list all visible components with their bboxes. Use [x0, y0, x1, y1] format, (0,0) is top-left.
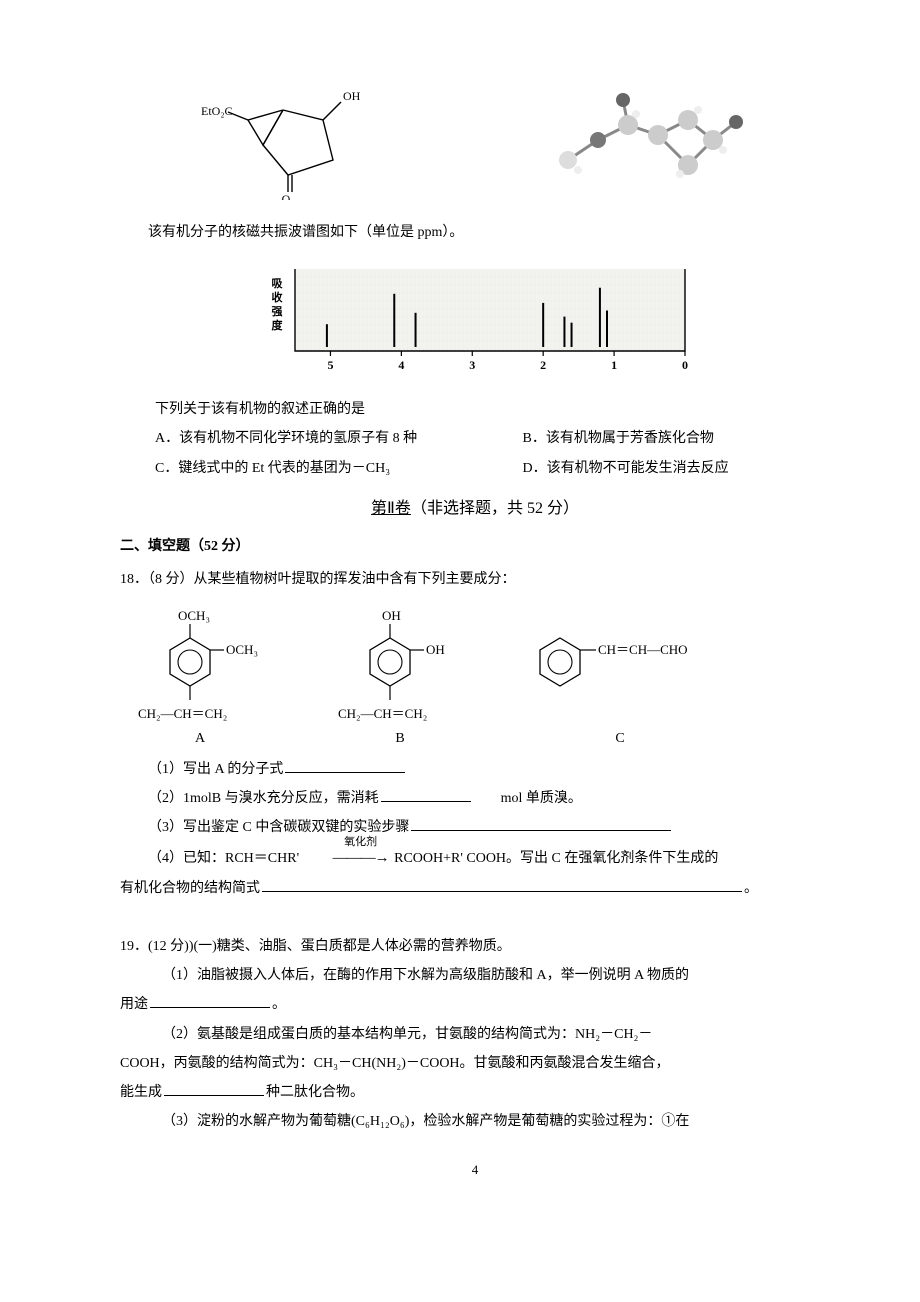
q18-stem: 18．（8 分）从某些植物树叶提取的挥发油中含有下列主要成分：: [120, 567, 830, 592]
structure-b: OH OH CH₂—CH＝CH₂ B: [320, 606, 480, 751]
svg-text:2: 2: [540, 358, 546, 372]
svg-text:4: 4: [398, 358, 404, 372]
structure-c: CH＝CH—CHO C: [520, 606, 720, 751]
structure-a: OCH₃ OCH₃ CH₂—CH＝CH₂ A: [120, 606, 280, 751]
label-oh: OH: [343, 89, 361, 103]
svg-text:1: 1: [611, 358, 617, 372]
option-d: D．该有机物不可能发生消去反应: [523, 456, 831, 481]
option-a: A．该有机物不同化学环境的氢原子有 8 种: [155, 426, 463, 451]
svg-text:OH: OH: [426, 642, 445, 657]
svg-text:收: 收: [272, 290, 283, 304]
svg-text:OCH₃: OCH₃: [178, 608, 210, 623]
q-stem: 下列关于该有机物的叙述正确的是: [120, 397, 830, 422]
q19-p2c: 能生成 种二肽化合物。: [120, 1080, 830, 1105]
q19-p1a: （1）油脂被摄入人体后，在酶的作用下水解为高级脂肪酸和 A，举一例说明 A 物质…: [120, 963, 830, 988]
label-b: B: [395, 726, 404, 751]
q18-num: 18．: [120, 572, 148, 587]
q18-p4b: 有机化合物的结构简式 。: [120, 876, 830, 901]
part2-title-rest: （非选择题，共 52 分）: [411, 500, 579, 517]
reaction-arrow: 氧化剂 ———→: [305, 845, 389, 872]
nmr-caption: 该有机分子的核磁共振波谱图如下（单位是 ppm）。: [120, 220, 830, 245]
svg-text:CH₂—CH＝CH₂: CH₂—CH＝CH₂: [138, 706, 227, 721]
top-figure-row: EtO₂C OH O: [120, 70, 830, 200]
section2-heading: 二、填空题（52 分）: [120, 534, 830, 559]
q18-p3: （3）写出鉴定 C 中含碳碳双键的实验步骤: [120, 815, 830, 840]
option-row-2: C．键线式中的 Et 代表的基团为－CH₃ D．该有机物不可能发生消去反应: [120, 456, 830, 481]
svg-text:5: 5: [327, 358, 333, 372]
part2-title-underlined: 第Ⅱ卷: [371, 500, 411, 517]
svg-text:吸: 吸: [272, 277, 284, 290]
blank-19-2: [164, 1081, 264, 1096]
q18-structures: OCH₃ OCH₃ CH₂—CH＝CH₂ A OH OH CH₂—CH＝CH₂ …: [120, 606, 830, 751]
option-b: B．该有机物属于芳香族化合物: [523, 426, 831, 451]
svg-text:OH: OH: [382, 608, 401, 623]
svg-text:CH₂—CH＝CH₂: CH₂—CH＝CH₂: [338, 706, 427, 721]
label-o: O: [281, 192, 290, 200]
nmr-spectrum: 5 4 3 2 1 0 吸收强度: [120, 259, 830, 379]
label-eto2c: EtO₂C: [201, 104, 233, 118]
svg-text:度: 度: [272, 318, 284, 332]
blank-18-1: [285, 758, 405, 773]
q19-stem: 19．(12 分))(一)糖类、油脂、蛋白质都是人体必需的营养物质。: [120, 934, 830, 959]
option-row-1: A．该有机物不同化学环境的氢原子有 8 种 B．该有机物属于芳香族化合物: [120, 426, 830, 451]
label-a: A: [195, 726, 205, 751]
svg-text:0: 0: [682, 358, 688, 372]
blank-18-3: [411, 816, 671, 831]
q19-p2a: （2）氨基酸是组成蛋白质的基本结构单元，甘氨酸的结构简式为：NH₂－CH₂－: [120, 1022, 830, 1047]
blank-19-1: [150, 993, 270, 1008]
q19-num: 19．: [120, 939, 148, 954]
ball-stick-model: [538, 70, 758, 200]
svg-text:3: 3: [469, 358, 475, 372]
part2-title: 第Ⅱ卷（非选择题，共 52 分）: [120, 495, 830, 524]
svg-text:OCH₃: OCH₃: [226, 642, 258, 657]
q18-p1: （1）写出 A 的分子式: [120, 757, 830, 782]
q19-p2b: COOH，丙氨酸的结构简式为：CH₃－CH(NH₂)－COOH。甘氨酸和丙氨酸混…: [120, 1051, 830, 1076]
svg-text:强: 强: [272, 305, 283, 318]
svg-text:CH＝CH—CHO: CH＝CH—CHO: [598, 642, 688, 657]
blank-18-2: [381, 787, 471, 802]
option-c: C．键线式中的 Et 代表的基团为－CH₃: [155, 456, 463, 481]
label-c: C: [615, 726, 624, 751]
page-number: 4: [120, 1158, 830, 1181]
blank-18-4: [262, 876, 742, 891]
skeletal-structure: EtO₂C OH O: [193, 70, 393, 200]
q19-p1b: 用途 。: [120, 992, 830, 1017]
q19-p3: （3）淀粉的水解产物为葡萄糖(C₆H₁₂O₆)，检验水解产物是葡萄糖的实验过程为…: [120, 1109, 830, 1134]
q18-p2: （2）1molB 与溴水充分反应，需消耗 mol 单质溴。: [120, 786, 830, 811]
q18-p4a: （4）已知：RCH＝CHR' 氧化剂 ———→ RCOOH+R' COOH。写出…: [120, 845, 830, 872]
